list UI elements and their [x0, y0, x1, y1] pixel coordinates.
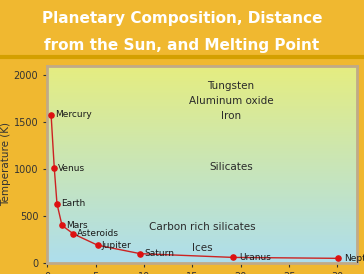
Point	[137, 252, 143, 256]
Text: Uranus: Uranus	[239, 253, 271, 262]
Point	[71, 232, 76, 236]
Text: Carbon rich silicates: Carbon rich silicates	[149, 222, 255, 232]
Point	[95, 243, 100, 247]
Text: Earth: Earth	[61, 199, 85, 208]
Point	[230, 255, 236, 259]
Text: Venus: Venus	[58, 164, 85, 173]
Point	[51, 166, 57, 170]
Text: Tungsten: Tungsten	[207, 81, 254, 92]
Text: Mercury: Mercury	[55, 110, 92, 119]
Point	[48, 112, 54, 117]
Point	[336, 256, 341, 261]
Text: Aluminum oxide: Aluminum oxide	[189, 96, 273, 107]
Text: Ices: Ices	[192, 242, 212, 253]
Text: Saturn: Saturn	[144, 249, 174, 258]
Y-axis label: Temperature (K): Temperature (K)	[1, 122, 11, 206]
Text: Mars: Mars	[66, 221, 87, 230]
Point	[54, 202, 60, 206]
Point	[59, 223, 65, 228]
Text: Asteroids: Asteroids	[77, 229, 119, 238]
Text: Jupiter: Jupiter	[102, 241, 131, 250]
Text: Iron: Iron	[221, 112, 241, 121]
Text: Planetary Composition, Distance: Planetary Composition, Distance	[42, 11, 322, 25]
Text: Neptune: Neptune	[344, 254, 364, 263]
Text: from the Sun, and Melting Point: from the Sun, and Melting Point	[44, 38, 320, 53]
Text: Silicates: Silicates	[209, 162, 253, 172]
